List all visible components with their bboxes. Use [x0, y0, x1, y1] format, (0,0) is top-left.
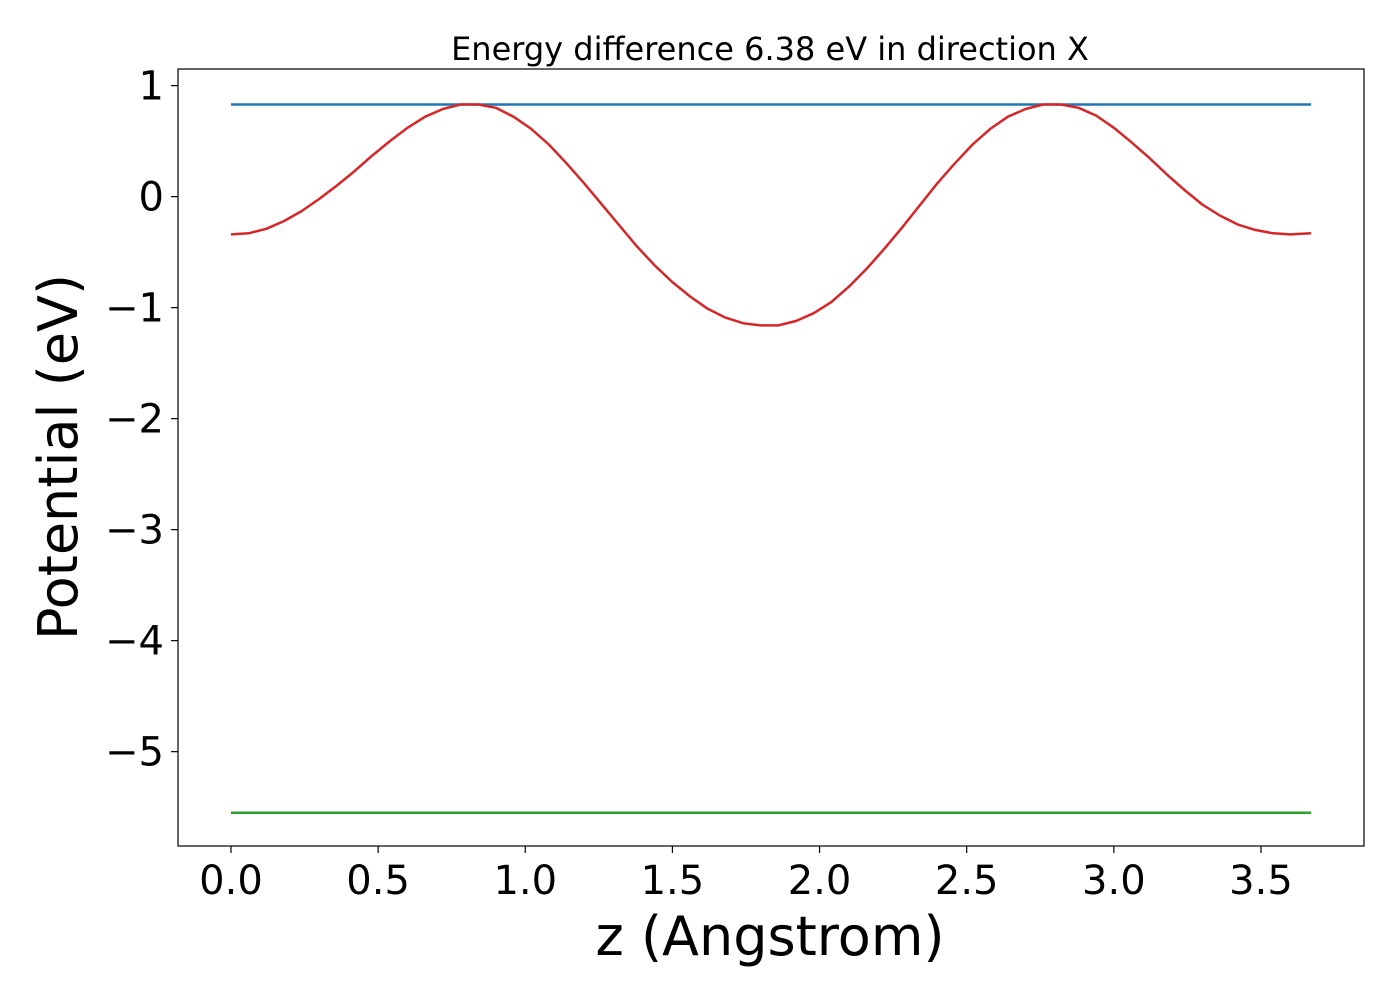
y-axis: 1 0 −1 −2 −3 −4 −5 — [105, 64, 178, 776]
x-tick-label: 3.5 — [1229, 858, 1293, 904]
x-tick-label: 1.0 — [493, 858, 557, 904]
plot-area — [230, 103, 1312, 814]
y-tick-label: −2 — [105, 397, 164, 443]
chart-title: Energy difference 6.38 eV in direction X — [451, 30, 1089, 68]
x-tick-label: 3.0 — [1082, 858, 1146, 904]
x-tick-label: 2.0 — [788, 858, 852, 904]
y-tick-label: 0 — [139, 175, 164, 221]
axes-frame — [177, 68, 1365, 847]
x-tick-label: 2.5 — [935, 858, 999, 904]
x-axis-label: z (Angstrom) — [595, 905, 944, 968]
y-tick-label: 1 — [139, 64, 164, 110]
y-tick-label: −4 — [105, 619, 164, 665]
x-tick-label: 0.5 — [346, 858, 410, 904]
y-tick-label: −3 — [105, 508, 164, 554]
y-tick-label: −5 — [105, 730, 164, 776]
x-tick-label: 0.0 — [199, 858, 263, 904]
y-axis-label: Potential (eV) — [27, 274, 90, 640]
x-axis: 0.0 0.5 1.0 1.5 2.0 2.5 3.0 3.5 — [199, 846, 1293, 904]
y-tick-label: −1 — [105, 286, 164, 332]
x-tick-label: 1.5 — [641, 858, 705, 904]
series-line-3 — [230, 103, 1312, 327]
